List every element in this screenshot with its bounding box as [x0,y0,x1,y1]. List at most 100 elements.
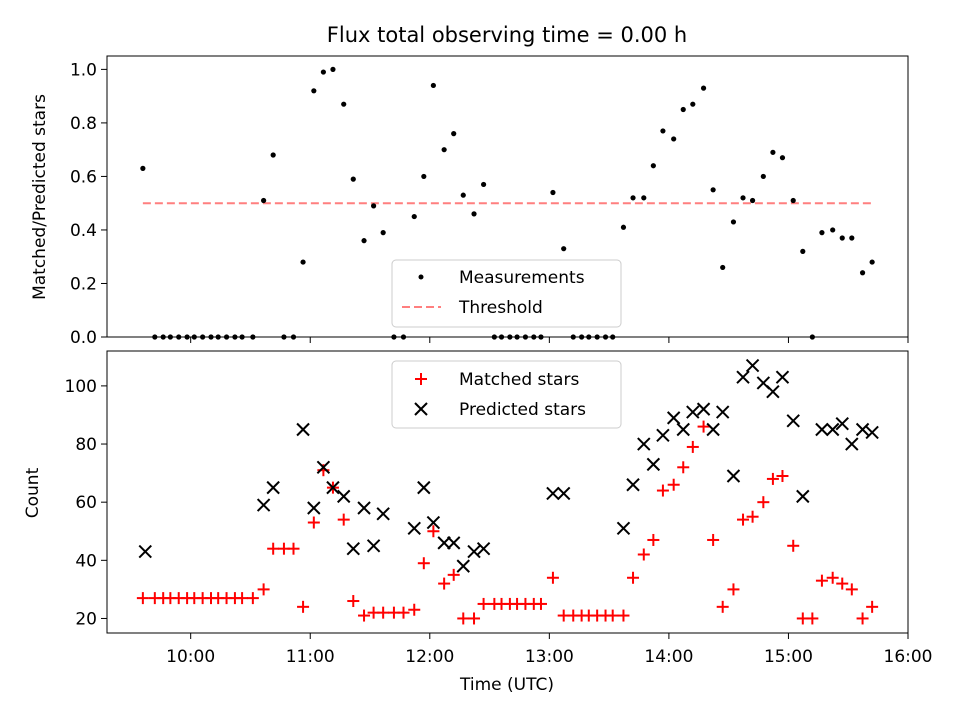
predicted-star-point [786,414,800,428]
measurement-point [160,334,166,340]
measurement-points [140,66,875,340]
top-y-tick-label: 0.8 [70,114,97,134]
measurement-point [819,230,825,236]
measurement-point [522,334,529,340]
predicted-star-point [825,422,840,437]
matched-star-point [647,533,660,546]
measurement-point [281,334,287,340]
predicted-star-point [476,541,491,556]
measurement-point [800,248,806,254]
measurement-point [167,334,173,340]
measurement-point [830,227,836,233]
measurement-point [441,147,447,153]
matched-star-point [267,542,280,555]
legend-threshold-label: Threshold [458,298,543,318]
matched-star-point [546,571,559,584]
legend-measurements-label: Measurements [459,268,585,288]
measurement-point [579,334,585,340]
bottom-x-tick-label: 14:00 [644,647,693,667]
bottom-y-axis-label: Count [23,467,43,518]
top-legend-frame [391,259,622,328]
predicted-star-point [736,370,750,384]
predicted-star-point [775,370,790,384]
predicted-star-point [467,544,481,559]
measurement-point [152,334,158,340]
predicted-star-point [646,457,661,472]
matched-star-point [707,533,720,546]
measurement-point [223,334,230,340]
measurement-point [232,334,238,340]
matched-star-point [457,612,470,625]
measurement-point [770,149,776,155]
measurement-point [239,334,245,340]
predicted-star-point [745,358,760,373]
measurement-point [700,85,707,91]
bottom-y-tick-label: 20 [75,609,97,629]
measurement-point [514,334,520,340]
bottom-x-tick-label: 12:00 [405,647,454,667]
measurement-point [261,197,267,204]
matched-star-point [236,592,249,605]
bottom-plot-area [106,350,909,634]
matched-star-point [826,571,839,584]
matched-star-point [307,516,320,529]
measurement-point [400,334,407,340]
top-y-tick-label: 0.2 [70,274,97,294]
matched-star-point [606,609,619,622]
predicted-star-points [138,358,879,573]
measurement-point [586,334,592,340]
measurement-point [480,181,487,188]
predicted-star-point [407,521,421,536]
matched-star-point [427,525,440,538]
predicted-star-point [326,480,340,495]
measurement-point [300,259,306,265]
top-legend: Measurements Threshold [391,259,622,328]
predicted-star-point [686,405,700,419]
measurement-point [538,334,544,340]
measurement-point [250,334,256,340]
measurement-point [371,203,377,209]
predicted-star-point [845,437,859,451]
measurement-point [380,230,386,236]
predicted-star-point [426,515,441,530]
predicted-star-point [766,384,780,399]
matched-star-point [815,574,828,587]
predicted-star-point [456,559,470,573]
measurement-point [320,69,326,75]
matched-star-point [617,609,630,622]
top-y-ticks: 0.0 0.2 0.4 0.6 0.8 1.0 [70,60,107,348]
top-y-axis-label: Matched/Predicted stars [30,94,50,300]
legend-matched-marker [415,373,427,385]
measurement-point [270,152,276,158]
measurement-point [680,106,686,113]
predicted-star-point [726,469,741,483]
measurement-point [451,131,457,137]
matched-star-point [287,542,300,555]
bottom-x-tick-label: 16:00 [884,647,933,667]
measurement-point [749,197,756,204]
predicted-star-point [855,422,870,437]
measurement-point [361,238,367,244]
measurement-point [561,246,567,252]
measurement-point [630,195,636,201]
measurement-point [779,155,786,161]
measurement-point [350,176,356,182]
matched-star-point [337,513,350,526]
measurement-point [471,211,477,217]
matched-star-point [697,420,710,433]
predicted-star-point [346,541,360,556]
measurement-point [602,334,609,340]
bottom-x-tick-label: 11:00 [286,647,335,667]
measurement-point [740,195,746,201]
predicted-star-point [337,489,351,504]
measurement-point [809,334,815,340]
legend-measurements-marker [418,274,424,280]
predicted-star-point [835,416,849,431]
matched-star-point [727,583,740,596]
matched-star-point [746,510,759,523]
predicted-star-point [307,501,321,515]
bottom-y-ticks: 20 40 60 80 100 [65,377,107,629]
predicted-star-point [266,480,280,495]
